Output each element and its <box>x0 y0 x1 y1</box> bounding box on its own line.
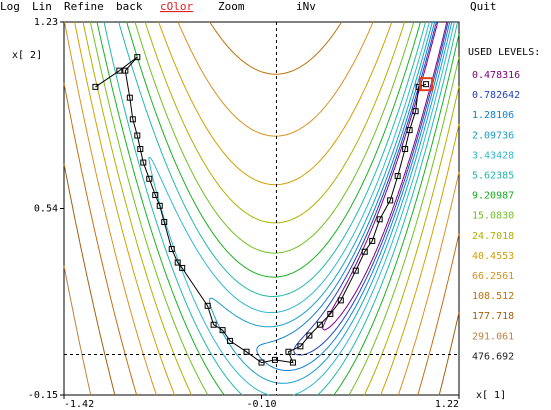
y-tick-label: -0.15 <box>28 390 58 401</box>
level-label: 0.782642 <box>472 90 520 101</box>
path-point <box>306 332 313 339</box>
path-point <box>116 67 123 74</box>
level-label: 0.478316 <box>472 70 520 81</box>
path-point <box>337 297 344 304</box>
menu-item[interactable]: iNv <box>296 0 316 13</box>
menu-item[interactable]: Refine <box>64 0 104 13</box>
level-label: 108.512 <box>472 291 514 302</box>
menu-item[interactable]: back <box>116 0 143 13</box>
menu-item[interactable]: Quit <box>470 0 497 13</box>
x-axis-label: x[ 1] <box>476 390 506 401</box>
path-point <box>406 127 413 134</box>
path-point <box>146 175 153 182</box>
level-label: 1.28106 <box>472 110 514 121</box>
level-label: 3.43428 <box>472 150 514 161</box>
menu-item[interactable]: Log <box>0 0 20 13</box>
path-point <box>161 219 168 226</box>
level-label: 291.061 <box>472 331 514 342</box>
path-point <box>134 54 141 61</box>
x-tick-label: -0.10 <box>246 399 276 410</box>
level-label: 15.0830 <box>472 211 514 222</box>
path-point <box>387 197 394 204</box>
level-label: 5.62385 <box>472 171 514 182</box>
levels-title: USED LEVELS: <box>468 47 540 58</box>
contour <box>322 21 448 331</box>
level-label: 177.718 <box>472 311 514 322</box>
path-point <box>258 359 265 366</box>
level-label: 40.4553 <box>472 251 514 262</box>
path-point <box>415 83 422 90</box>
path-point <box>129 116 136 123</box>
path-point <box>219 327 226 334</box>
menu-bar: Log Lin Refine back cOlor Zoom iNv Quit <box>0 0 497 13</box>
path-point <box>122 67 129 74</box>
search-path <box>95 56 427 364</box>
contour <box>148 21 455 396</box>
path-point <box>271 356 278 363</box>
path-point <box>361 248 368 255</box>
contour <box>74 21 460 396</box>
path-point <box>243 348 250 355</box>
path-point <box>137 146 144 153</box>
contour <box>63 21 460 396</box>
path-point <box>174 259 181 266</box>
path-point <box>376 216 383 223</box>
path-point <box>140 159 147 166</box>
path-point <box>227 337 234 344</box>
menu-item[interactable]: cOlor <box>160 0 193 13</box>
path-point <box>134 132 141 139</box>
menu-item[interactable]: Zoom <box>218 0 245 13</box>
contour <box>89 21 460 396</box>
x-tick-label: -1.42 <box>64 399 94 410</box>
path-point <box>179 264 186 271</box>
contour <box>293 21 449 356</box>
contour <box>256 21 451 371</box>
path-point <box>168 246 175 253</box>
y-tick-label: 1.23 <box>34 17 58 28</box>
path-point <box>394 173 401 180</box>
path-point <box>297 343 304 350</box>
path-point <box>412 108 419 115</box>
level-label: 2.09736 <box>472 130 514 141</box>
path-point <box>285 348 292 355</box>
contour <box>103 21 459 396</box>
path-point <box>369 237 376 244</box>
current-point <box>419 77 434 92</box>
path-point <box>289 359 296 366</box>
level-label: 476.692 <box>472 351 514 362</box>
path-point <box>423 81 430 88</box>
menu-item[interactable]: Lin <box>32 0 52 13</box>
level-label: 24.7018 <box>472 231 514 242</box>
contour <box>64 21 460 396</box>
path-point <box>327 310 334 317</box>
path-point <box>210 321 217 328</box>
level-label: 9.20987 <box>472 191 514 202</box>
y-axis-label: x[ 2] <box>12 50 42 61</box>
level-label: 66.2561 <box>472 271 514 282</box>
contour <box>82 21 460 396</box>
x-tick-label: 1.22 <box>435 399 459 410</box>
contour <box>96 21 460 396</box>
y-tick-label: 0.54 <box>34 204 58 215</box>
path-point <box>92 83 99 90</box>
path-point <box>152 191 159 198</box>
path-point <box>352 267 359 274</box>
path-point <box>316 321 323 328</box>
contour <box>63 265 92 396</box>
path-point <box>126 94 133 101</box>
path-point <box>156 202 163 209</box>
path-point <box>204 302 211 309</box>
contour <box>63 163 460 396</box>
path-point <box>402 146 409 153</box>
